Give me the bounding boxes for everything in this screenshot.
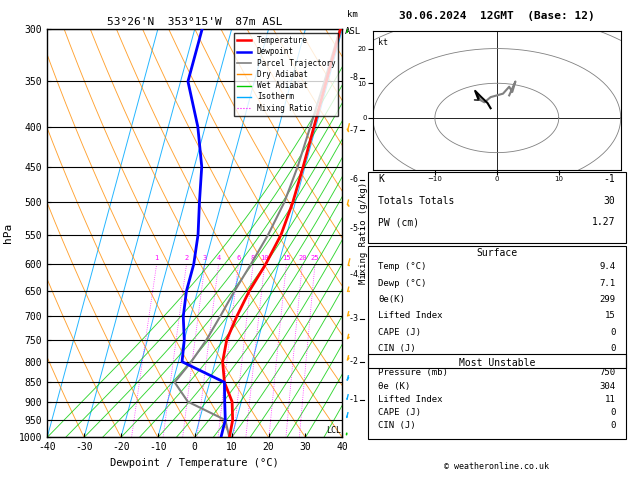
Text: 0: 0 [610, 421, 616, 430]
Text: -1: -1 [348, 395, 359, 404]
Text: θe (K): θe (K) [378, 382, 410, 391]
Text: 304: 304 [599, 382, 616, 391]
Text: -6: -6 [348, 175, 359, 185]
Text: -8: -8 [348, 73, 359, 82]
Text: θe(K): θe(K) [378, 295, 405, 304]
Text: 11: 11 [604, 395, 616, 404]
Text: -3: -3 [348, 314, 359, 323]
Text: 25: 25 [311, 255, 320, 261]
Text: 9.4: 9.4 [599, 262, 616, 271]
Text: Dewp (°C): Dewp (°C) [378, 278, 426, 288]
Text: LCL: LCL [326, 426, 342, 435]
Text: 0: 0 [610, 408, 616, 417]
Text: Pressure (mb): Pressure (mb) [378, 368, 448, 377]
Text: 6: 6 [237, 255, 240, 261]
Text: -5: -5 [348, 224, 359, 233]
Text: 8: 8 [251, 255, 255, 261]
Text: -1: -1 [604, 174, 616, 184]
Text: 0: 0 [610, 328, 616, 337]
Text: CAPE (J): CAPE (J) [378, 328, 421, 337]
Text: 15: 15 [604, 311, 616, 320]
Text: 15: 15 [282, 255, 291, 261]
Text: Totals Totals: Totals Totals [378, 196, 455, 206]
Text: Mixing Ratio (g/kg): Mixing Ratio (g/kg) [359, 182, 369, 284]
Text: 3: 3 [203, 255, 207, 261]
Text: © weatheronline.co.uk: © weatheronline.co.uk [444, 462, 549, 471]
Text: 4: 4 [216, 255, 221, 261]
Text: Surface: Surface [476, 247, 518, 258]
Text: Temp (°C): Temp (°C) [378, 262, 426, 271]
Text: 10: 10 [260, 255, 269, 261]
Text: 30: 30 [604, 196, 616, 206]
Text: CIN (J): CIN (J) [378, 421, 416, 430]
Text: 0: 0 [610, 344, 616, 353]
Text: 1.27: 1.27 [592, 217, 616, 227]
Bar [368, 354, 626, 439]
Text: Lifted Index: Lifted Index [378, 395, 443, 404]
X-axis label: Dewpoint / Temperature (°C): Dewpoint / Temperature (°C) [110, 458, 279, 468]
Text: 7.1: 7.1 [599, 278, 616, 288]
Bar [368, 245, 626, 368]
Text: km: km [347, 10, 358, 19]
Text: K: K [378, 174, 384, 184]
Text: 2: 2 [184, 255, 189, 261]
Text: Lifted Index: Lifted Index [378, 311, 443, 320]
Text: 299: 299 [599, 295, 616, 304]
Y-axis label: hPa: hPa [3, 223, 13, 243]
Text: -4: -4 [348, 270, 359, 278]
Legend: Temperature, Dewpoint, Parcel Trajectory, Dry Adiabat, Wet Adiabat, Isotherm, Mi: Temperature, Dewpoint, Parcel Trajectory… [234, 33, 338, 116]
Text: -2: -2 [348, 357, 359, 366]
Title: 53°26'N  353°15'W  87m ASL: 53°26'N 353°15'W 87m ASL [107, 17, 282, 27]
Text: PW (cm): PW (cm) [378, 217, 419, 227]
Bar [368, 172, 626, 243]
Text: CAPE (J): CAPE (J) [378, 408, 421, 417]
Text: 1: 1 [155, 255, 159, 261]
Text: ASL: ASL [345, 27, 360, 36]
Text: 750: 750 [599, 368, 616, 377]
Text: -7: -7 [348, 125, 359, 135]
Text: CIN (J): CIN (J) [378, 344, 416, 353]
Text: 20: 20 [298, 255, 306, 261]
Text: Most Unstable: Most Unstable [459, 358, 535, 368]
Text: 30.06.2024  12GMT  (Base: 12): 30.06.2024 12GMT (Base: 12) [399, 11, 594, 21]
